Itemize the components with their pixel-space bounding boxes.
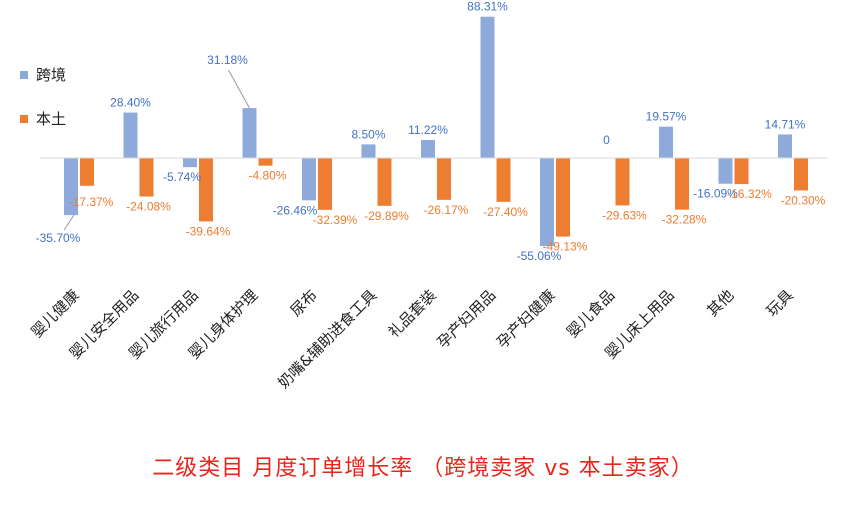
leader-line-35-70 xyxy=(63,214,75,231)
category-label-11: 其他 xyxy=(703,286,737,320)
bar-cross-border-7 xyxy=(480,16,495,159)
bar-local-10 xyxy=(675,158,689,210)
value-label-cross-border-11: -16.09% xyxy=(693,187,738,201)
value-label-local-10: -32.28% xyxy=(662,213,707,227)
bar-cross-border-3 xyxy=(242,108,257,158)
legend-label-cross-border: 跨境 xyxy=(36,66,66,84)
value-label-cross-border-1: 28.40% xyxy=(110,96,151,110)
category-label-5: 奶嘴&辅助进食工具 xyxy=(274,286,380,392)
value-label-cross-border-8: -55.06% xyxy=(517,249,562,263)
bars-group xyxy=(64,16,808,247)
category-label-4: 尿布 xyxy=(287,286,321,320)
value-label-local-1: -24.08% xyxy=(126,200,171,214)
value-labels: -35.70% -17.37% 28.40% -24.08% -5.74% -39.64%… xyxy=(36,0,826,263)
value-label-local-0: -17.37% xyxy=(69,195,114,209)
category-label-7: 孕产妇用品 xyxy=(434,286,500,352)
leader-lines xyxy=(63,69,250,231)
value-label-local-9: -29.63% xyxy=(602,208,647,222)
category-label-9: 婴儿食品 xyxy=(563,286,618,341)
leader-line-31-18 xyxy=(228,69,250,109)
bar-cross-border-1 xyxy=(123,112,138,158)
value-label-local-6: -26.17% xyxy=(424,203,469,217)
legend-label-local: 本土 xyxy=(36,110,66,128)
value-label-local-4: -32.39% xyxy=(313,213,358,227)
bar-local-3 xyxy=(258,158,273,166)
bar-local-6 xyxy=(437,158,451,200)
value-label-cross-border-10: 19.57% xyxy=(646,110,687,124)
bar-local-2 xyxy=(199,158,213,222)
bar-local-0 xyxy=(80,158,94,186)
value-label-cross-border-2: -5.74% xyxy=(163,170,201,184)
bar-local-7 xyxy=(496,158,511,202)
legend-swatch-cross-border xyxy=(20,71,28,79)
bar-local-5 xyxy=(377,158,392,206)
value-label-cross-border-6: 11.22% xyxy=(408,123,448,137)
bar-cross-border-5 xyxy=(361,144,376,158)
value-label-local-5: -29.89% xyxy=(364,209,409,223)
value-label-cross-border-9: 0 xyxy=(603,133,610,147)
bar-cross-border-8 xyxy=(540,158,554,247)
value-label-local-11: -16.32% xyxy=(727,187,772,201)
value-label-cross-border-3: 31.18% xyxy=(207,53,248,67)
category-label-6: 礼品套装 xyxy=(385,286,440,341)
bar-cross-border-11 xyxy=(718,158,733,184)
value-label-local-12: -20.30% xyxy=(781,193,826,207)
bar-local-12 xyxy=(794,158,808,191)
value-label-local-7: -27.40% xyxy=(483,205,528,219)
value-label-local-3: -4.80% xyxy=(248,169,286,183)
legend-swatch-local xyxy=(20,115,28,123)
bar-cross-border-2 xyxy=(183,158,197,168)
bar-cross-border-4 xyxy=(302,158,316,201)
bar-local-4 xyxy=(318,158,332,210)
bar-cross-border-12 xyxy=(778,134,792,158)
value-label-local-2: -39.64% xyxy=(186,224,231,238)
bar-local-1 xyxy=(139,158,154,197)
value-label-cross-border-7: 88.31% xyxy=(467,0,508,14)
category-label-0: 婴儿健康 xyxy=(28,286,83,341)
bar-local-9 xyxy=(615,158,630,206)
chart-title: 二级类目 月度订单增长率 （跨境卖家 vs 本土卖家） xyxy=(152,456,694,481)
bar-local-11 xyxy=(734,158,749,185)
bar-cross-border-0 xyxy=(64,158,78,216)
category-label-12: 玩具 xyxy=(763,286,797,320)
value-label-cross-border-0: -35.70% xyxy=(36,231,81,245)
value-label-cross-border-5: 8.50% xyxy=(351,127,385,141)
bar-local-8 xyxy=(556,158,570,237)
bar-cross-border-6 xyxy=(421,140,435,158)
bar-cross-border-10 xyxy=(659,126,673,158)
value-label-local-8: -49.13% xyxy=(543,240,588,254)
value-label-cross-border-12: 14.71% xyxy=(765,117,806,131)
value-label-cross-border-4: -26.46% xyxy=(273,203,318,217)
category-label-8: 孕产妇健康 xyxy=(493,286,559,352)
